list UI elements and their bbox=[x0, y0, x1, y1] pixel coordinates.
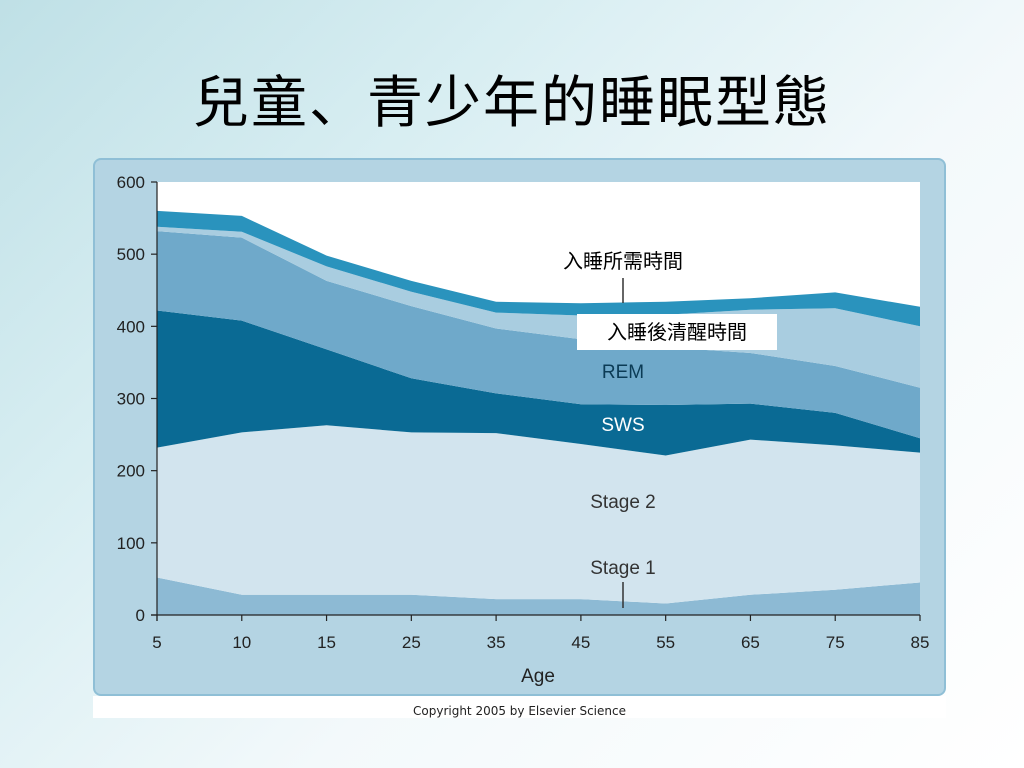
y-tick-label: 400 bbox=[117, 317, 145, 336]
x-tick-label: 55 bbox=[656, 633, 675, 652]
label-stage-1: Stage 1 bbox=[590, 558, 656, 579]
axes-group: 0 100 200 300 400 500 600 5 10 15 25 35 45 55 65 75 85 bbox=[117, 173, 930, 652]
x-tick-label: 35 bbox=[487, 633, 506, 652]
area-sws bbox=[157, 310, 920, 456]
y-tick-label: 100 bbox=[117, 534, 145, 553]
y-tick-label: 0 bbox=[136, 606, 145, 625]
copyright-strip bbox=[93, 696, 946, 718]
x-tick-label: 75 bbox=[826, 633, 845, 652]
area-stage-1 bbox=[157, 577, 920, 615]
x-axis-title: Age bbox=[521, 666, 555, 687]
y-tick-label: 500 bbox=[117, 245, 145, 264]
x-tick-label: 85 bbox=[911, 633, 930, 652]
x-tick-label: 10 bbox=[232, 633, 251, 652]
area-sleep-latency bbox=[157, 210, 920, 327]
copyright-text: Copyright 2005 by Elsevier Science bbox=[413, 704, 626, 718]
label-wake-after-sleep-onset: 入睡後清醒時間 bbox=[607, 320, 747, 344]
y-tick-label: 300 bbox=[117, 390, 145, 409]
label-sws: SWS bbox=[601, 415, 644, 436]
area-stage-2 bbox=[157, 425, 920, 604]
x-tick-label: 15 bbox=[317, 633, 336, 652]
x-tick-label: 65 bbox=[741, 633, 760, 652]
x-tick-label: 5 bbox=[152, 633, 161, 652]
x-tick-label: 45 bbox=[571, 633, 590, 652]
sleep-chart-figure: Copyright 2005 by Elsevier Science 0 100 2… bbox=[93, 158, 946, 718]
slide-title: 兒童、青少年的睡眠型態 bbox=[193, 71, 831, 136]
label-sleep-latency: 入睡所需時間 bbox=[563, 249, 683, 273]
label-rem: REM bbox=[602, 362, 644, 383]
x-tick-label: 25 bbox=[402, 633, 421, 652]
label-stage-2: Stage 2 bbox=[590, 492, 656, 513]
sleep-area-chart: 0 100 200 300 400 500 600 5 10 15 25 35 45 55 65 75 85 R… bbox=[117, 173, 930, 687]
y-tick-label: 600 bbox=[117, 173, 145, 192]
y-tick-label: 200 bbox=[117, 462, 145, 481]
wake-after-label-box bbox=[577, 314, 777, 350]
area-rem bbox=[157, 231, 920, 439]
